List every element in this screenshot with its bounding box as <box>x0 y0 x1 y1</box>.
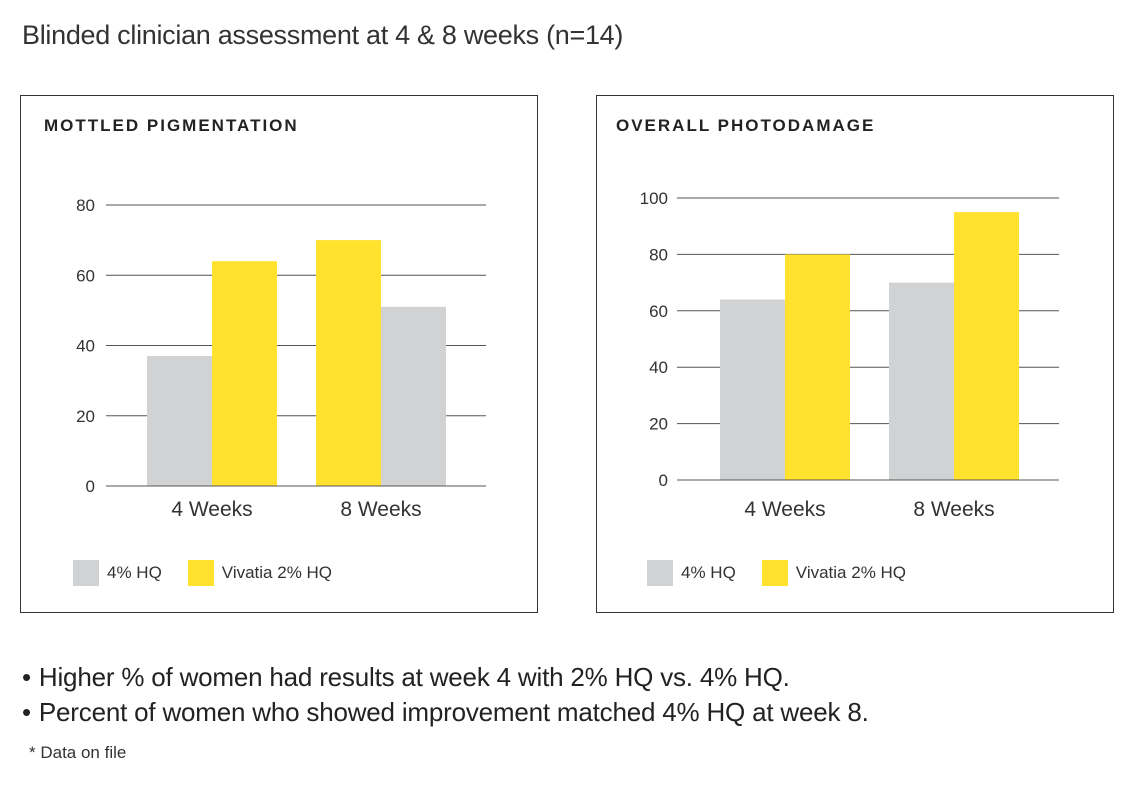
legend-item-4pct-hq: 4% HQ <box>647 560 736 586</box>
footnote: * Data on file <box>29 743 127 762</box>
y-tick-label: 80 <box>649 245 668 264</box>
mottled-pigmentation-panel: MOTTLED PIGMENTATION 0 20 40 60 80 4 Weeks 8 W… <box>20 95 538 613</box>
y-tick-label: 40 <box>76 337 95 356</box>
list-item: • Percent of women who showed improvement… <box>22 695 869 730</box>
overall-photodamage-chart: 0 20 40 60 80 100 4 Weeks 8 Weeks <box>640 189 1059 521</box>
legend-label: Vivatia 2% HQ <box>795 563 907 582</box>
y-tick-label: 60 <box>649 302 668 321</box>
bar-4pct-hq-8-weeks <box>889 282 954 480</box>
bar-vivatia-8-weeks <box>316 240 381 486</box>
legend-item-4pct-hq: 4% HQ <box>73 560 162 586</box>
chart-legend: 4% HQ Vivatia 2% HQ <box>73 560 358 586</box>
y-tick-label: 0 <box>659 471 668 490</box>
y-tick-label: 40 <box>649 358 668 377</box>
bar-vivatia-4-weeks <box>785 254 850 480</box>
page-title: Blinded clinician assessment at 4 & 8 we… <box>22 20 624 50</box>
bar-4pct-hq-8-weeks <box>381 306 446 486</box>
mottled-pigmentation-chart: 0 20 40 60 80 4 Weeks 8 Weeks <box>76 196 486 521</box>
x-category-label: 4 Weeks <box>171 498 252 521</box>
x-category-label: 8 Weeks <box>913 498 994 521</box>
legend-label: 4% HQ <box>107 563 162 582</box>
key-findings-list: • Higher % of women had results at week 4… <box>22 660 869 730</box>
chart-title: MOTTLED PIGMENTATION <box>44 116 299 135</box>
y-tick-label: 20 <box>76 407 95 426</box>
legend-item-vivatia: Vivatia 2% HQ <box>187 560 333 586</box>
list-item: • Higher % of women had results at week 4… <box>22 660 869 695</box>
bar-vivatia-8-weeks <box>954 212 1019 480</box>
legend-swatch-4pct-hq <box>73 560 99 586</box>
bar-4pct-hq-4-weeks <box>720 299 785 480</box>
x-category-label: 8 Weeks <box>340 498 421 521</box>
bar-vivatia-4-weeks <box>212 261 277 486</box>
legend-swatch-vivatia <box>187 560 214 586</box>
legend-item-vivatia: Vivatia 2% HQ <box>761 560 907 586</box>
y-tick-label: 0 <box>86 477 95 496</box>
legend-label: 4% HQ <box>681 563 736 582</box>
chart-title: OVERALL PHOTODAMAGE <box>616 116 876 135</box>
bar-4pct-hq-4-weeks <box>147 356 212 486</box>
legend-swatch-4pct-hq <box>647 560 673 586</box>
overall-photodamage-panel: OVERALL PHOTODAMAGE 0 20 40 60 80 100 4 Weeks 8… <box>596 95 1114 613</box>
bullet-icon: • <box>22 697 31 727</box>
x-category-label: 4 Weeks <box>744 498 825 521</box>
bullet-icon: • <box>22 662 31 692</box>
y-tick-label: 80 <box>76 196 95 215</box>
legend-swatch-vivatia <box>761 560 788 586</box>
bullet-text: Higher % of women had results at week 4 … <box>38 662 790 692</box>
legend-label: Vivatia 2% HQ <box>221 563 333 582</box>
y-tick-label: 20 <box>649 415 668 434</box>
bullet-text: Percent of women who showed improvement … <box>38 697 869 727</box>
chart-legend: 4% HQ Vivatia 2% HQ <box>647 560 932 586</box>
y-tick-label: 100 <box>640 189 668 208</box>
y-tick-label: 60 <box>76 266 95 285</box>
